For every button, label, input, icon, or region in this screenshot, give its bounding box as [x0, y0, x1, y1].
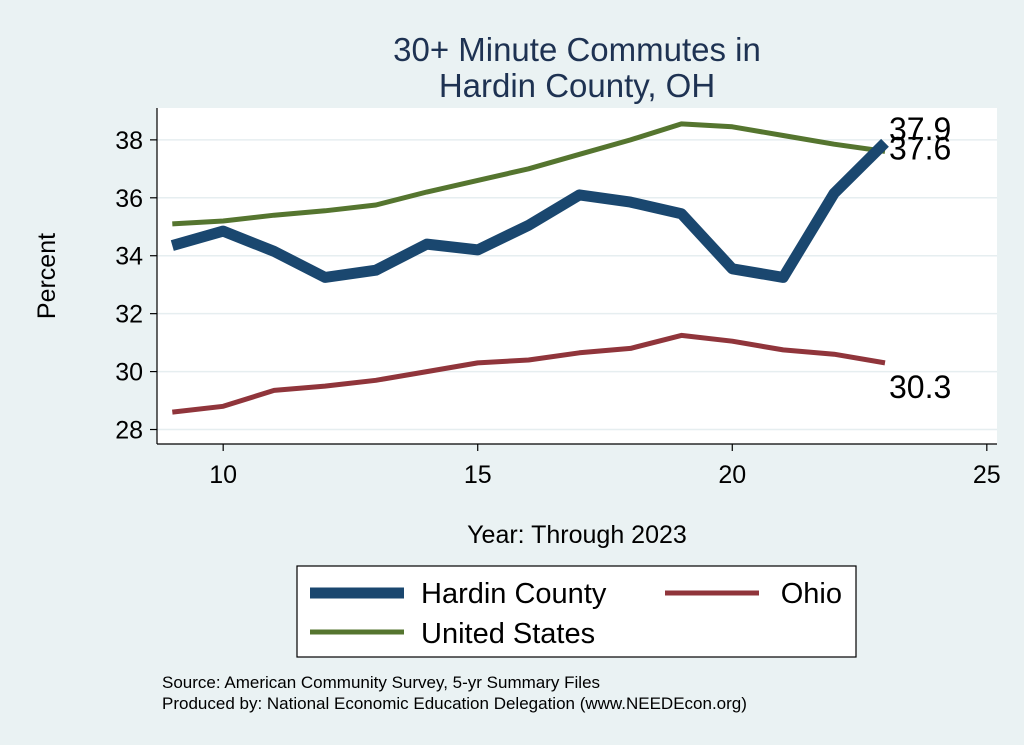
y-axis-ticks: 28 30 32 34 36 38	[115, 127, 157, 445]
series-line-united-states	[172, 121, 886, 227]
y-tick-label-28: 28	[115, 417, 143, 445]
x-tick-label-25: 25	[973, 461, 1001, 489]
legend-label-united-states: United States	[421, 618, 595, 650]
y-tick-label-30: 30	[115, 359, 143, 387]
x-tick-label-10: 10	[209, 461, 237, 489]
x-axis-ticks: 10 15 20 25	[209, 444, 1001, 489]
legend-label-hardin-county: Hardin County	[421, 578, 607, 610]
x-tick-label-20: 20	[718, 461, 746, 489]
y-axis-title: Percent	[33, 233, 61, 319]
y-tick-label-36: 36	[115, 185, 143, 213]
series-line-hardin-county	[170, 138, 889, 283]
series-lines	[170, 121, 889, 415]
legend: Hardin County Ohio United States	[296, 565, 857, 658]
chart-title-line-1: 30+ Minute Commutes in	[393, 31, 761, 68]
x-axis-title: Year: Through 2023	[467, 521, 687, 549]
y-tick-label-32: 32	[115, 301, 143, 329]
end-labels: 37.9 30.3 37.6	[889, 111, 951, 405]
legend-label-ohio: Ohio	[781, 578, 842, 610]
legend-box	[296, 565, 857, 658]
x-tick-label-15: 15	[464, 461, 492, 489]
grid-lines	[157, 139, 997, 431]
y-tick-label-38: 38	[115, 127, 143, 155]
series-line-ohio	[172, 332, 886, 415]
end-label-hardin-county: 37.9	[889, 111, 951, 147]
chart-title-line-2: Hardin County, OH	[439, 67, 715, 104]
y-tick-label-34: 34	[115, 243, 143, 271]
end-label-ohio: 30.3	[889, 369, 951, 405]
source-line-2: Produced by: National Economic Education…	[162, 694, 747, 713]
end-label-united-states: 37.6	[889, 130, 951, 166]
source-line-1: Source: American Community Survey, 5-yr …	[162, 673, 600, 692]
